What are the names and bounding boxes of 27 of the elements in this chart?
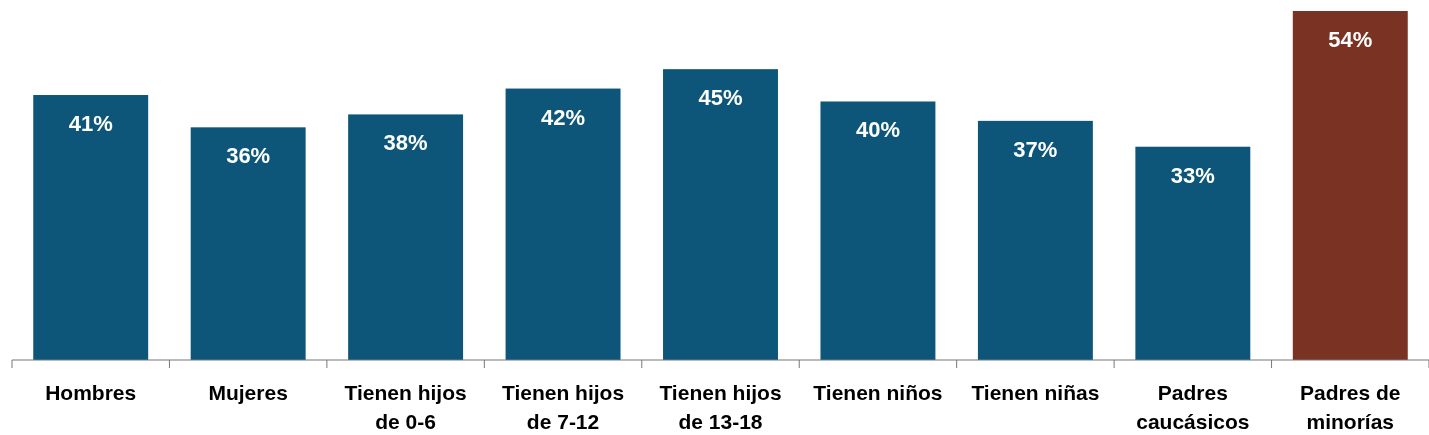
bar [663,69,778,360]
bar [33,95,149,360]
data-label: 33% [1170,162,1215,188]
bar [190,127,306,360]
data-label: 40% [855,117,900,143]
bar [1292,11,1408,360]
x-tick-label: Tienen hijos de 0-6 [344,381,467,433]
data-label: 41% [68,111,113,137]
data-label: 42% [541,104,586,130]
bar [1135,146,1251,360]
data-label: 37% [1013,136,1058,162]
x-tick-label: Tienen hijos de 13-18 [659,381,782,433]
x-tick-label: Hombres [45,381,137,404]
bar [977,120,1093,360]
x-tick-label: Mujeres [208,381,288,404]
data-label: 36% [226,143,271,169]
bar [348,114,464,360]
data-label: 54% [1328,27,1373,52]
x-tick-label: Padres de minorías [1300,381,1401,433]
data-label: 38% [383,130,428,156]
x-tick-label: Padres caucásicos [1136,381,1250,433]
x-tick-label: Tienen niños [813,381,943,404]
x-tick-label: Tienen niñas [971,381,1100,404]
bar [820,101,936,360]
bar [505,88,621,360]
x-tick-label: Tienen hijos de 7-12 [501,381,625,433]
data-label: 45% [698,85,743,111]
